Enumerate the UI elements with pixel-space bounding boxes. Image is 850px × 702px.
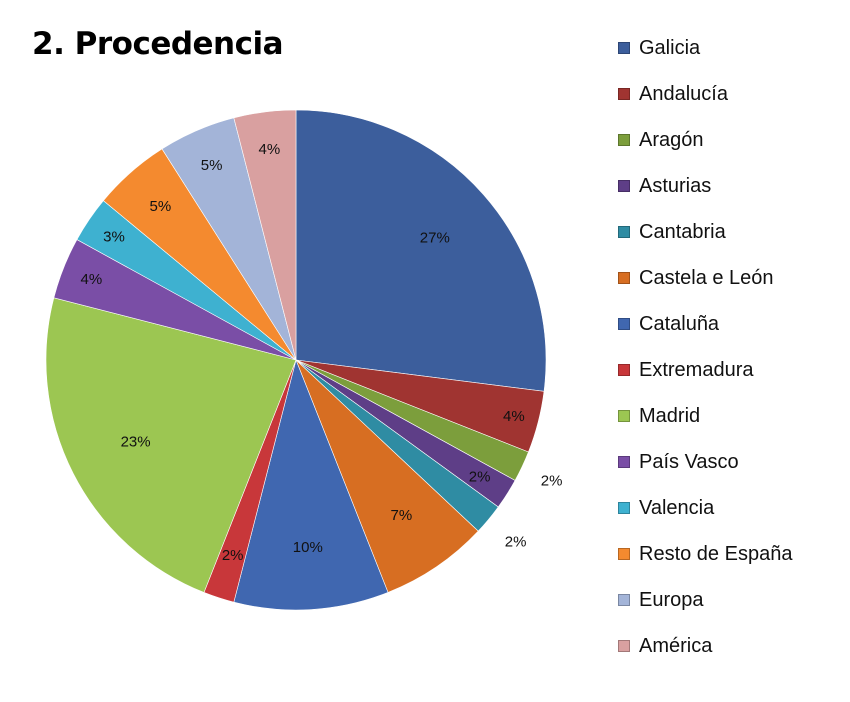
- slice-percent-label: 10%: [293, 539, 323, 556]
- slice-percent-label: 4%: [503, 408, 525, 425]
- legend-swatch: [618, 410, 630, 422]
- slice-percent-label: 27%: [420, 230, 450, 247]
- legend-swatch: [618, 226, 630, 238]
- legend-item: Madrid: [618, 404, 700, 428]
- legend-item: Aragón: [618, 128, 704, 152]
- slice-percent-label: 2%: [505, 534, 527, 551]
- pie-slice-am-rica: [233, 109, 297, 361]
- legend-item: Asturias: [618, 174, 711, 198]
- slice-percent-label: 3%: [103, 228, 125, 245]
- legend-label: Castela e León: [639, 266, 774, 289]
- legend-item: Castela e León: [618, 266, 774, 290]
- legend-label: Madrid: [639, 404, 701, 427]
- slice-percent-label: 5%: [201, 157, 223, 174]
- legend-swatch: [618, 318, 630, 330]
- legend-swatch: [618, 364, 630, 376]
- slice-percent-label: 23%: [121, 434, 151, 451]
- legend-item: Andalucía: [618, 82, 728, 106]
- slice-percent-label: 7%: [391, 507, 413, 524]
- legend-swatch: [618, 594, 630, 606]
- legend-swatch: [618, 88, 630, 100]
- slice-percent-label: 2%: [469, 469, 491, 486]
- pie-slice-madrid: [45, 297, 297, 593]
- legend-label: Europa: [639, 588, 704, 611]
- legend-item: País Vasco: [618, 450, 739, 474]
- legend-label: Cataluña: [639, 312, 720, 335]
- legend-swatch: [618, 640, 630, 652]
- legend-label: Aragón: [639, 128, 704, 151]
- legend-label: Resto de España: [639, 542, 793, 565]
- legend-label: Asturias: [639, 174, 712, 197]
- legend-item: Valencia: [618, 496, 714, 520]
- pie-slice-catalu-a: [233, 359, 389, 611]
- slice-percent-label: 2%: [541, 472, 563, 489]
- legend-swatch: [618, 180, 630, 192]
- legend-label: País Vasco: [639, 450, 739, 473]
- legend-item: Resto de España: [618, 542, 792, 566]
- legend-item: Extremadura: [618, 358, 754, 382]
- legend-item: Galicia: [618, 36, 700, 60]
- legend-item: Cataluña: [618, 312, 719, 336]
- legend-swatch: [618, 548, 630, 560]
- legend-swatch: [618, 456, 630, 468]
- legend-swatch: [618, 42, 630, 54]
- legend-label: América: [639, 634, 713, 657]
- legend-item: Cantabria: [618, 220, 726, 244]
- slice-percent-label: 2%: [222, 547, 244, 564]
- legend-item: Europa: [618, 588, 704, 612]
- slice-percent-label: 4%: [81, 271, 103, 288]
- legend-swatch: [618, 134, 630, 146]
- legend-label: Valencia: [639, 496, 715, 519]
- legend-label: Extremadura: [639, 358, 754, 381]
- legend-label: Andalucía: [639, 82, 728, 105]
- legend-label: Cantabria: [639, 220, 726, 243]
- pie-slice-castela-e-le-n: [295, 359, 479, 593]
- legend-item: América: [618, 634, 712, 658]
- slice-percent-label: 5%: [150, 198, 172, 215]
- chart-title: 2. Procedencia: [32, 26, 284, 62]
- legend-label: Galicia: [639, 36, 701, 59]
- legend-swatch: [618, 272, 630, 284]
- slice-percent-label: 4%: [259, 141, 281, 158]
- legend-swatch: [618, 502, 630, 514]
- pie-slice-galicia: [295, 109, 547, 392]
